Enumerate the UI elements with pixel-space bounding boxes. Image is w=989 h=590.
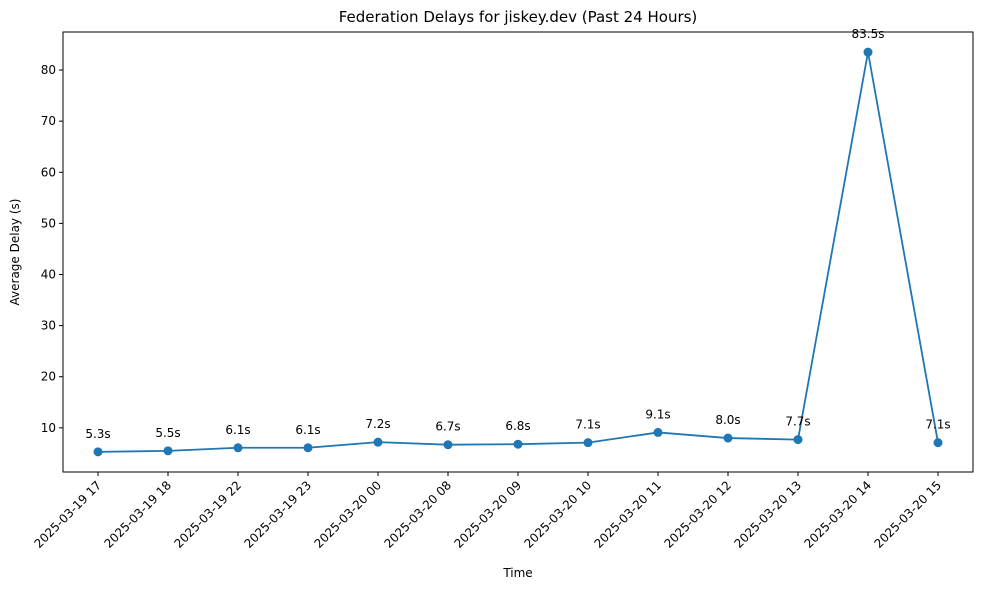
y-tick-label: 80 <box>41 63 56 77</box>
data-point-label: 7.2s <box>365 417 390 431</box>
y-tick-label: 60 <box>41 165 56 179</box>
data-point-label: 7.7s <box>785 415 810 429</box>
x-axis-label: Time <box>502 566 532 580</box>
y-tick-label: 40 <box>41 267 56 281</box>
y-tick-label: 20 <box>41 370 56 384</box>
data-labels: 5.3s 5.5s 6.1s 6.1s 7.2s 6.7s 6.8s 7.1s 9.1s 8.0s… <box>85 27 950 441</box>
data-point-label: 5.5s <box>155 426 180 440</box>
data-point <box>513 439 523 449</box>
data-point <box>863 47 873 57</box>
data-point <box>373 437 383 447</box>
y-tick-label: 50 <box>41 216 56 230</box>
data-point-label: 7.1s <box>575 418 600 432</box>
data-point-label: 6.8s <box>505 419 530 433</box>
data-point <box>793 435 803 445</box>
y-tick-label: 30 <box>41 319 56 333</box>
y-axis-label: Average Delay (s) <box>8 199 22 306</box>
data-point <box>93 447 103 457</box>
y-axis: 10 20 30 40 50 60 70 80 <box>41 63 63 435</box>
data-point-label: 6.7s <box>435 420 460 434</box>
data-point <box>443 440 453 450</box>
data-point <box>653 427 663 437</box>
data-point-label: 83.5s <box>852 27 885 41</box>
y-tick-label: 70 <box>41 114 56 128</box>
data-point-label: 6.1s <box>225 423 250 437</box>
data-point <box>933 438 943 448</box>
data-point-label: 8.0s <box>715 413 740 427</box>
data-point-label: 5.3s <box>85 427 110 441</box>
data-point <box>163 446 173 456</box>
data-point-label: 7.1s <box>925 418 950 432</box>
plot-area <box>62 31 974 473</box>
data-point <box>233 443 243 453</box>
data-point <box>303 443 313 453</box>
data-point-label: 6.1s <box>295 423 320 437</box>
data-point <box>583 438 593 448</box>
series-group <box>93 47 943 457</box>
y-tick-label: 10 <box>41 421 56 435</box>
data-point-label: 9.1s <box>645 407 670 421</box>
data-point <box>723 433 733 443</box>
chart-title: Federation Delays for jiskey.dev (Past 2… <box>339 8 698 26</box>
